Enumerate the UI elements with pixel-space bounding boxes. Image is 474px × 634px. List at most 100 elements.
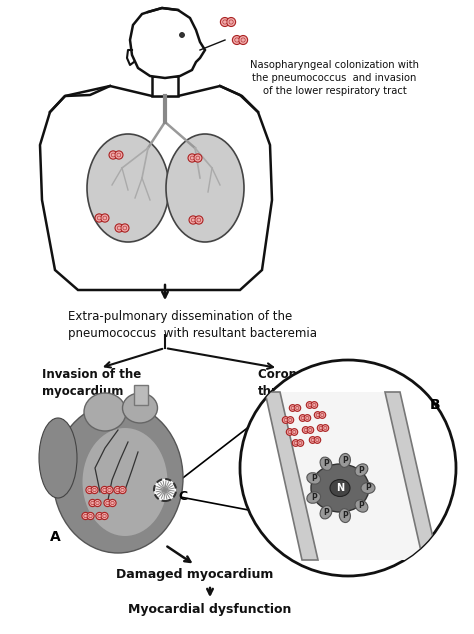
Circle shape	[189, 216, 197, 224]
Circle shape	[154, 479, 176, 501]
Polygon shape	[385, 392, 438, 560]
Circle shape	[319, 427, 322, 430]
Circle shape	[84, 514, 87, 518]
Circle shape	[308, 403, 311, 406]
Ellipse shape	[339, 453, 350, 467]
Circle shape	[103, 488, 106, 492]
Ellipse shape	[307, 492, 320, 503]
Circle shape	[241, 38, 245, 42]
Text: Myocardial dysfunction: Myocardial dysfunction	[128, 603, 292, 616]
Circle shape	[190, 156, 194, 160]
Circle shape	[97, 216, 101, 220]
Ellipse shape	[87, 134, 169, 242]
Text: P: P	[342, 511, 348, 520]
Circle shape	[227, 18, 236, 27]
Polygon shape	[265, 392, 318, 560]
Circle shape	[106, 486, 113, 494]
Circle shape	[109, 500, 116, 507]
Text: P: P	[323, 508, 329, 517]
Polygon shape	[40, 86, 272, 290]
Circle shape	[91, 486, 98, 494]
Circle shape	[194, 154, 202, 162]
Circle shape	[196, 156, 200, 160]
Circle shape	[115, 151, 123, 159]
Circle shape	[109, 151, 117, 159]
Circle shape	[115, 224, 123, 232]
Circle shape	[108, 488, 111, 492]
Text: Invasion of the
myocardium: Invasion of the myocardium	[42, 368, 141, 398]
Circle shape	[314, 437, 321, 443]
Ellipse shape	[53, 403, 183, 553]
Circle shape	[306, 417, 309, 420]
Circle shape	[322, 425, 328, 431]
Circle shape	[238, 36, 247, 44]
Text: Damaged myocardium: Damaged myocardium	[116, 568, 273, 581]
Circle shape	[114, 486, 121, 494]
Circle shape	[304, 415, 311, 422]
Ellipse shape	[355, 464, 368, 476]
Polygon shape	[134, 385, 148, 405]
Circle shape	[94, 500, 101, 507]
Circle shape	[123, 226, 127, 230]
Circle shape	[291, 406, 294, 410]
Circle shape	[297, 439, 304, 446]
Circle shape	[117, 226, 121, 230]
Circle shape	[116, 488, 119, 492]
Ellipse shape	[84, 393, 126, 431]
Circle shape	[240, 360, 456, 576]
Text: P: P	[342, 456, 348, 465]
Circle shape	[121, 224, 129, 232]
Circle shape	[111, 501, 114, 505]
Circle shape	[93, 488, 96, 492]
Ellipse shape	[311, 464, 369, 512]
Circle shape	[306, 401, 313, 408]
Polygon shape	[280, 392, 423, 560]
Circle shape	[296, 406, 299, 410]
Circle shape	[313, 403, 316, 406]
Circle shape	[223, 20, 227, 24]
Circle shape	[119, 486, 126, 494]
Circle shape	[96, 512, 103, 520]
Circle shape	[304, 429, 307, 432]
Circle shape	[309, 437, 316, 443]
Circle shape	[307, 427, 314, 434]
Circle shape	[96, 501, 99, 505]
Ellipse shape	[122, 393, 157, 423]
Circle shape	[291, 429, 298, 436]
Circle shape	[103, 216, 107, 220]
Ellipse shape	[39, 418, 77, 498]
Polygon shape	[130, 8, 205, 78]
Text: A: A	[50, 530, 60, 544]
Ellipse shape	[320, 505, 332, 519]
Circle shape	[309, 429, 312, 432]
Circle shape	[98, 514, 101, 518]
Circle shape	[294, 404, 301, 411]
Circle shape	[86, 486, 93, 494]
Text: P: P	[358, 465, 365, 474]
Text: P: P	[358, 501, 365, 510]
Circle shape	[104, 500, 111, 507]
Circle shape	[299, 441, 302, 444]
Ellipse shape	[307, 473, 320, 484]
Ellipse shape	[339, 508, 350, 522]
Circle shape	[293, 430, 296, 434]
Text: Nasopharyngeal colonization with
the pneumococcus  and invasion
of the lower res: Nasopharyngeal colonization with the pne…	[250, 60, 419, 96]
Circle shape	[229, 20, 233, 24]
Circle shape	[89, 500, 96, 507]
Circle shape	[287, 417, 294, 424]
Circle shape	[311, 401, 318, 408]
Ellipse shape	[355, 500, 368, 512]
Circle shape	[220, 18, 229, 27]
Circle shape	[91, 501, 94, 505]
Circle shape	[101, 214, 109, 222]
Text: P: P	[311, 474, 317, 483]
Circle shape	[324, 427, 327, 430]
Circle shape	[299, 415, 306, 422]
Circle shape	[82, 512, 89, 520]
Circle shape	[180, 32, 184, 37]
Circle shape	[316, 439, 319, 441]
Ellipse shape	[330, 479, 350, 496]
Circle shape	[111, 153, 115, 157]
Circle shape	[301, 417, 304, 420]
Circle shape	[101, 512, 108, 520]
